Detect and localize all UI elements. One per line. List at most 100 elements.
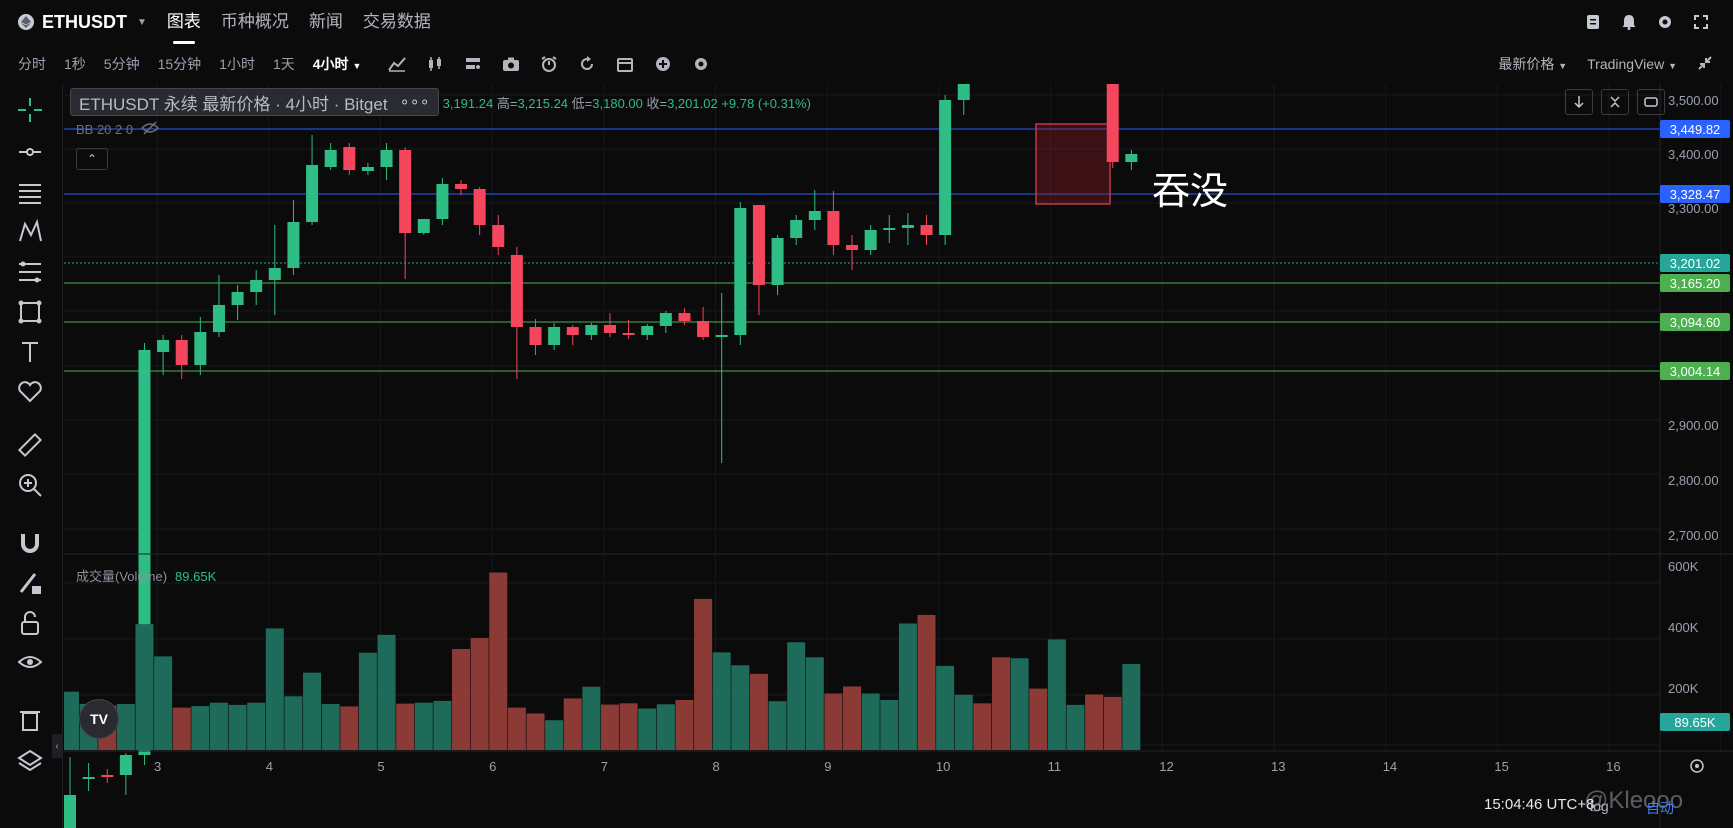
- eye-icon[interactable]: [15, 648, 45, 678]
- template-icon[interactable]: [463, 54, 483, 74]
- price-label-3165: 3,165.20: [1660, 274, 1730, 292]
- candle-body: [678, 313, 691, 321]
- volume-bar: [154, 656, 173, 750]
- candle-body: [380, 150, 393, 167]
- timeframe-1d[interactable]: 1天: [272, 56, 295, 72]
- volume-bar: [1066, 704, 1085, 750]
- collapse-legend-button[interactable]: ⌃: [76, 148, 108, 170]
- candle-body: [864, 230, 877, 250]
- replay-icon[interactable]: [577, 54, 597, 74]
- candle-body: [566, 327, 579, 335]
- calendar-icon[interactable]: [615, 54, 635, 74]
- reset-icon[interactable]: [1637, 89, 1665, 115]
- collapse-arrows-icon[interactable]: [1601, 89, 1629, 115]
- candle-body: [827, 211, 840, 245]
- camera-icon[interactable]: [501, 54, 521, 74]
- change-value: +9.78 (+0.31%): [721, 95, 811, 111]
- high-value: 3,215.24: [517, 95, 569, 111]
- text-icon[interactable]: [15, 337, 45, 367]
- volume-bar: [712, 652, 731, 750]
- tab-trading-data[interactable]: 交易数据: [362, 12, 431, 31]
- volume-bar: [843, 686, 862, 750]
- indicators-icon[interactable]: [387, 54, 407, 74]
- alarm-icon[interactable]: [539, 54, 559, 74]
- open-value: 3,191.24: [442, 95, 494, 111]
- chart-engine-select[interactable]: TradingView ▼: [1587, 56, 1677, 72]
- chart-toolbar: 分时 1秒 5分钟 15分钟 1小时 1天 4小时 ▼ 最新价格 ▼ Tradi…: [0, 44, 1733, 84]
- timeframe-5m[interactable]: 5分钟: [103, 56, 140, 72]
- candle-body: [101, 775, 114, 777]
- layers-icon[interactable]: [15, 746, 45, 776]
- fullscreen-icon[interactable]: [1691, 12, 1711, 32]
- volume-bar: [433, 700, 452, 750]
- tab-overview[interactable]: 币种概况: [220, 12, 289, 31]
- caret-down-icon: ▼: [352, 61, 362, 71]
- pattern-icon[interactable]: [15, 217, 45, 247]
- candle-body: [82, 777, 95, 779]
- price-chart[interactable]: [64, 84, 1733, 828]
- timeframe-time[interactable]: 分时: [18, 56, 46, 72]
- price-type-select[interactable]: 最新价格 ▼: [1498, 54, 1567, 74]
- candle-body: [250, 280, 263, 292]
- tradingview-logo: TV: [79, 699, 119, 739]
- log-toggle[interactable]: log: [1590, 798, 1609, 814]
- lock-icon[interactable]: [15, 608, 45, 638]
- horizontal-ray-icon[interactable]: [15, 137, 45, 167]
- fib-icon[interactable]: [15, 257, 45, 287]
- volume-bar: [731, 665, 750, 750]
- more-options-icon[interactable]: ∘∘∘: [399, 94, 430, 111]
- symbol-legend[interactable]: ETHUSDT 永续 最新价格 · 4小时 · Bitget ∘∘∘: [70, 88, 439, 116]
- sidebar-toggle-icon[interactable]: ‹: [52, 734, 62, 758]
- chevron-up-icon: ⌃: [86, 152, 98, 166]
- rectangle-icon[interactable]: [15, 297, 45, 327]
- candle-body: [603, 325, 616, 333]
- volume-bar: [824, 693, 843, 750]
- volume-bar: [396, 703, 415, 750]
- document-icon[interactable]: [1583, 12, 1603, 32]
- volume-bar: [377, 634, 396, 750]
- candle-type-icon[interactable]: [425, 54, 445, 74]
- candle-body: [529, 327, 542, 345]
- tab-news[interactable]: 新闻: [308, 12, 343, 31]
- zoom-in-icon[interactable]: [15, 470, 45, 500]
- magnet-icon[interactable]: [15, 528, 45, 558]
- collapse-icon[interactable]: [1697, 55, 1713, 74]
- symbol-selector[interactable]: ETHUSDT ▼: [18, 12, 147, 33]
- caret-down-icon: ▼: [137, 16, 147, 28]
- gear-icon[interactable]: [691, 54, 711, 74]
- alert-bell-icon[interactable]: [1619, 12, 1639, 32]
- candle-body: [231, 292, 244, 305]
- add-circle-icon[interactable]: [653, 54, 673, 74]
- engulfing-annotation: 吞没: [1152, 171, 1229, 213]
- candle-body: [455, 184, 468, 189]
- price-tick: 2,800.00: [1668, 473, 1719, 488]
- lines-icon[interactable]: [15, 177, 45, 207]
- timeframe-15m[interactable]: 15分钟: [157, 56, 202, 72]
- candle-body: [734, 208, 747, 335]
- settings-icon[interactable]: [1655, 12, 1675, 32]
- auto-scale-toggle[interactable]: 自动: [1646, 800, 1674, 816]
- candle-body: [306, 165, 319, 222]
- arrow-down-icon[interactable]: [1565, 89, 1593, 115]
- timeframe-1h[interactable]: 1小时: [219, 56, 255, 72]
- volume-bar: [1103, 696, 1122, 750]
- axis-settings-icon[interactable]: [1688, 757, 1706, 780]
- timeframe-4h[interactable]: 4小时 ▼: [313, 54, 362, 74]
- tab-chart[interactable]: 图表: [167, 0, 201, 44]
- eye-hidden-icon[interactable]: [141, 121, 160, 138]
- crosshair-icon[interactable]: [15, 95, 45, 125]
- time-tick: 4: [265, 759, 273, 774]
- volume-bar: [787, 642, 806, 750]
- volume-bar: [805, 657, 824, 750]
- drawing-toolbar: [0, 84, 63, 828]
- volume-bar: [135, 624, 154, 750]
- draw-lock-icon[interactable]: [15, 568, 45, 598]
- timeframe-1s[interactable]: 1秒: [64, 56, 86, 72]
- price-label-3449: 3,449.82: [1660, 120, 1730, 138]
- trash-icon[interactable]: [15, 704, 45, 734]
- close-value: 3,201.02: [667, 95, 718, 111]
- price-tick: 3,300.00: [1668, 201, 1719, 216]
- price-tick: 2,700.00: [1668, 528, 1719, 543]
- heart-icon[interactable]: [15, 377, 45, 407]
- ruler-icon[interactable]: [15, 430, 45, 460]
